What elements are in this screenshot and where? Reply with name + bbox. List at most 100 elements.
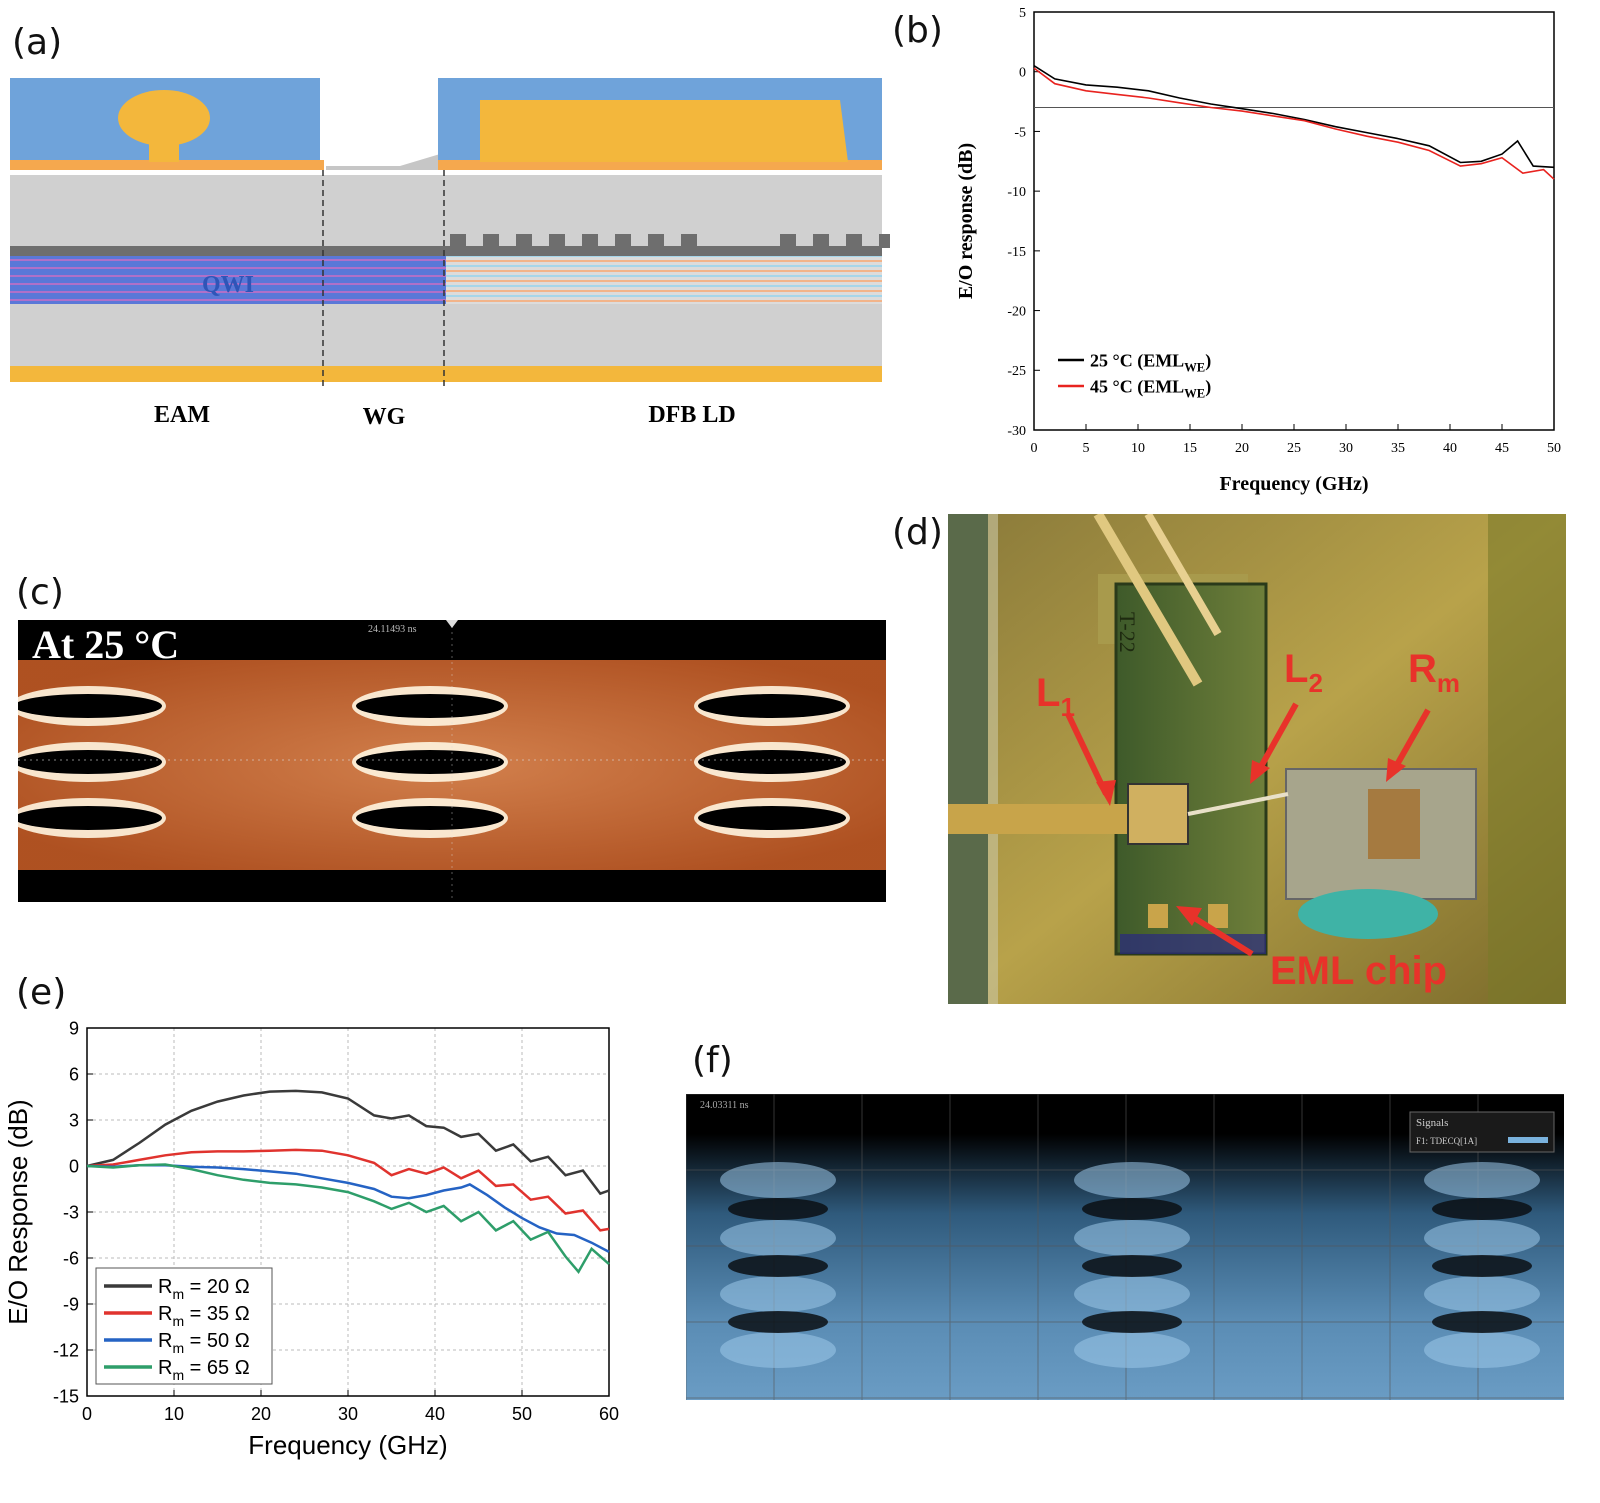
x-tick-label: 30 [338, 1404, 358, 1424]
series-line-1 [86, 1148, 610, 1232]
y-tick-label: -9 [63, 1294, 79, 1314]
grating-tooth [846, 234, 862, 248]
panel-label-a: (a) [12, 22, 63, 63]
eye-rail [1424, 1162, 1540, 1198]
eye-opening [1432, 1198, 1532, 1220]
series-line-2 [86, 1163, 610, 1254]
y-tick-label: -12 [53, 1340, 79, 1360]
eye-opening [698, 694, 846, 718]
eye-rail [1424, 1332, 1540, 1368]
y-tick-label: -25 [1007, 364, 1026, 379]
eye-rail [720, 1276, 836, 1312]
eye-rail [720, 1220, 836, 1256]
x-tick-label: 50 [512, 1404, 532, 1424]
legend-label: Rm = 65 Ω [158, 1357, 250, 1383]
y-tick-label: -5 [1014, 125, 1026, 140]
qwi-label: QWI [202, 272, 254, 298]
device-schematic: QWI EAM WG DFB LD [10, 78, 890, 430]
y-tick-label: 0 [1019, 66, 1026, 81]
legend-box [95, 1267, 273, 1385]
dfb-electrode [480, 100, 848, 162]
eye-rail [1074, 1276, 1190, 1312]
x-tick-label: 0 [82, 1404, 92, 1424]
eye-opening [1432, 1311, 1532, 1333]
grating-tooth [648, 234, 664, 248]
eye-diagram-c: 24.11493 ns At 25 °C [18, 620, 886, 902]
eye-rail [1074, 1332, 1190, 1368]
y-tick-label: -30 [1007, 424, 1026, 439]
chip-photo: T-22 L1 L2 Rm EML chip [948, 514, 1566, 1004]
grating-tooth [582, 234, 598, 248]
chip-marking: T-22 [1115, 612, 1140, 653]
eye-rail [1074, 1220, 1190, 1256]
y-tick-label: -15 [1007, 245, 1026, 260]
panel-label-e: (e) [16, 972, 67, 1013]
series-line-0 [86, 1089, 610, 1196]
y-tick-label: 6 [69, 1064, 79, 1084]
panel-label-f: (f) [692, 1040, 733, 1081]
grating-tooth [483, 234, 499, 248]
eye-opening [356, 750, 504, 774]
signals-legend [1409, 1111, 1555, 1153]
y-tick-label: 9 [69, 1018, 79, 1038]
y-tick-label: 3 [69, 1110, 79, 1130]
legend-label: Rm = 20 Ω [158, 1276, 250, 1302]
label-l1: L1 [1036, 671, 1075, 722]
series-line-1 [1033, 67, 1555, 180]
x-tick-label: 5 [1083, 441, 1090, 456]
waveguide-taper [326, 154, 444, 170]
label-eml-chip: EML chip [1270, 949, 1447, 993]
y-axis-label: E/O Response (dB) [3, 1099, 33, 1324]
x-tick-label: 25 [1287, 441, 1301, 456]
section-label-eam: EAM [154, 402, 210, 428]
eye-opening [356, 694, 504, 718]
eye-rail [1424, 1220, 1540, 1256]
x-axis-label: Frequency (GHz) [248, 1430, 447, 1460]
eye-opening [1082, 1198, 1182, 1220]
grating-tooth [549, 234, 565, 248]
eye-opening [18, 750, 162, 774]
eye-opening [1082, 1255, 1182, 1277]
grating-tooth [780, 234, 796, 248]
dfb-grating [450, 234, 890, 248]
eye-rail [720, 1332, 836, 1368]
x-tick-label: 20 [251, 1404, 271, 1424]
eye-opening [698, 806, 846, 830]
x-axis-label: Frequency (GHz) [1219, 473, 1368, 495]
eml-chip-body [1114, 582, 1268, 956]
grating-tooth [879, 234, 890, 248]
series-line-3 [86, 1163, 610, 1274]
y-tick-label: -3 [63, 1202, 79, 1222]
x-tick-label: 35 [1391, 441, 1405, 456]
grating-tooth [615, 234, 631, 248]
eye-rail [720, 1162, 836, 1198]
eye-opening [1432, 1255, 1532, 1277]
eye-rail [1424, 1276, 1540, 1312]
panel-label-d: (d) [892, 512, 943, 553]
eye-opening [728, 1311, 828, 1333]
x-tick-label: 40 [425, 1404, 445, 1424]
eye-rail [1074, 1162, 1190, 1198]
eye-diagram-f: 24.03311 ns Signals F1: TDECQ[1A] [686, 1094, 1564, 1400]
legend-label: 25 °C (EMLWE) [1090, 350, 1211, 374]
panel-label-c: (c) [16, 572, 64, 613]
x-tick-label: 50 [1547, 441, 1561, 456]
x-tick-label: 60 [599, 1404, 619, 1424]
x-tick-label: 10 [164, 1404, 184, 1424]
x-tick-label: 0 [1031, 441, 1038, 456]
eye-opening [698, 750, 846, 774]
dfb-active-layers [446, 256, 882, 304]
grating-tooth [681, 234, 697, 248]
grating-tooth [450, 234, 466, 248]
y-axis-label: E/O response (dB) [955, 143, 977, 299]
y-tick-label: 5 [1019, 6, 1026, 21]
x-tick-label: 30 [1339, 441, 1353, 456]
grating-tooth [516, 234, 532, 248]
y-tick-label: 0 [69, 1156, 79, 1176]
eye-opening [18, 806, 162, 830]
svg-text:Signals: Signals [1416, 1117, 1448, 1129]
series-line-0 [1033, 65, 1555, 169]
section-label-wg: WG [363, 404, 406, 430]
panel-label-b: (b) [892, 10, 943, 51]
